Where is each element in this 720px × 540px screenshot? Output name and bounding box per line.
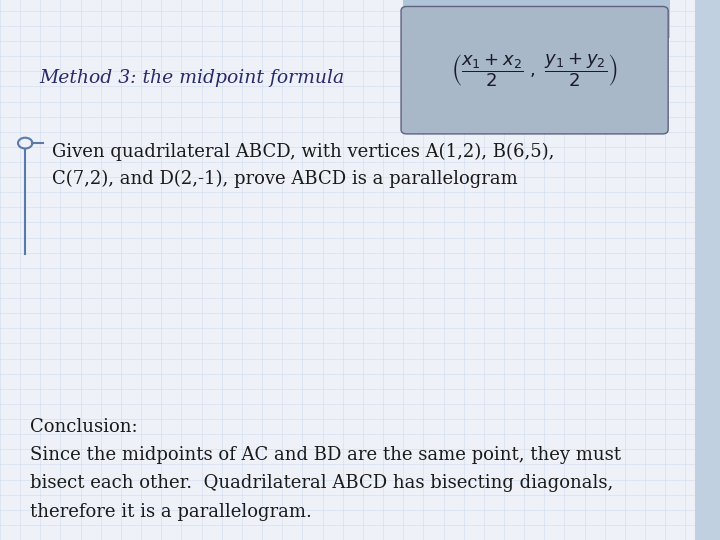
Text: therefore it is a parallelogram.: therefore it is a parallelogram. [30, 503, 312, 521]
Text: Conclusion:: Conclusion: [30, 417, 138, 436]
Text: C(7,2), and D(2,-1), prove ABCD is a parallelogram: C(7,2), and D(2,-1), prove ABCD is a par… [52, 170, 518, 188]
Text: Given quadrilateral ABCD, with vertices A(1,2), B(6,5),: Given quadrilateral ABCD, with vertices … [52, 143, 554, 161]
Text: Method 3: the midpoint formula: Method 3: the midpoint formula [40, 69, 345, 87]
Text: $\left(\dfrac{x_1 + x_2}{2}\ ,\ \dfrac{y_1 + y_2}{2}\right)$: $\left(\dfrac{x_1 + x_2}{2}\ ,\ \dfrac{y… [451, 51, 618, 89]
FancyBboxPatch shape [695, 0, 720, 540]
Text: bisect each other.  Quadrilateral ABCD has bisecting diagonals,: bisect each other. Quadrilateral ABCD ha… [30, 474, 613, 492]
FancyBboxPatch shape [401, 6, 668, 134]
Text: Since the midpoints of AC and BD are the same point, they must: Since the midpoints of AC and BD are the… [30, 446, 621, 464]
FancyBboxPatch shape [403, 0, 670, 38]
